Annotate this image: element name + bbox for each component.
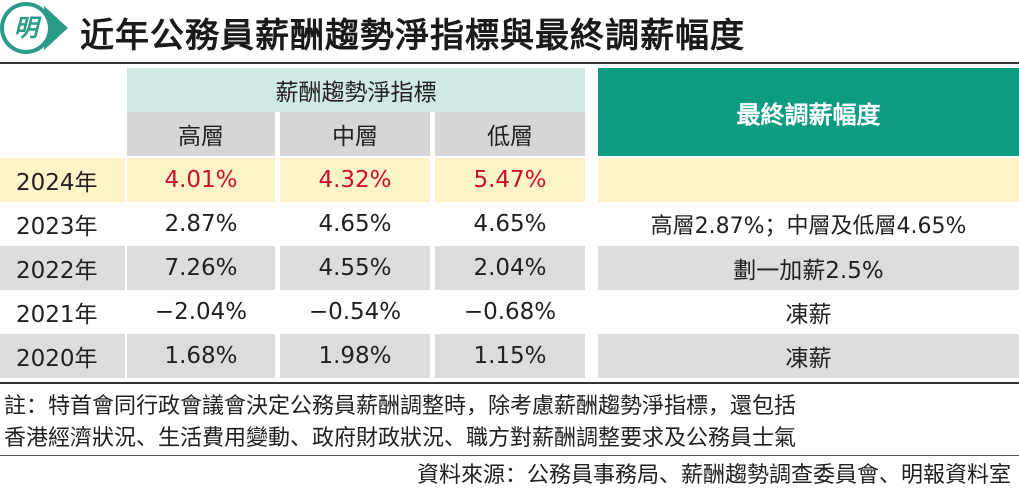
note-line-1: 註：特首會同行政會議會決定公務員薪酬調整時，除考慮薪酬趨勢淨指標，還包括	[4, 394, 797, 419]
cell-low: 1.15%	[435, 334, 585, 378]
final-adjustment-header: 最終調薪幅度	[598, 68, 1019, 156]
cell-low: 4.65%	[473, 211, 547, 237]
cell-final: 凍薪	[598, 334, 1019, 378]
row-year: 2021年	[16, 302, 98, 328]
logo-inner	[4, 6, 48, 50]
sub-header-high: 高層	[127, 112, 275, 156]
row-year: 2020年	[0, 334, 125, 378]
row-year: 2023年	[16, 214, 98, 240]
cell-mid: 1.98%	[280, 334, 430, 378]
source-divider	[0, 455, 1019, 456]
cell-high: −2.04%	[154, 299, 248, 325]
cell-low: 5.47%	[435, 158, 585, 202]
cell-mid: 4.55%	[280, 246, 430, 290]
cell-final: 高層2.87%；中層及低層4.65%	[650, 214, 967, 239]
cell-high: 7.26%	[127, 246, 275, 290]
cell-low: 2.04%	[435, 246, 585, 290]
sub-header-low: 低層	[435, 112, 585, 156]
row-year: 2022年	[0, 246, 125, 290]
page-title: 近年公務員薪酬趨勢淨指標與最終調薪幅度	[80, 16, 745, 56]
cell-mid: 4.32%	[280, 158, 430, 202]
row-year: 2024年	[0, 158, 125, 202]
table-bottom-divider	[0, 382, 1019, 384]
cell-high: 1.68%	[127, 334, 275, 378]
cell-high: 2.87%	[164, 211, 238, 237]
cell-final: 劃一加薪2.5%	[598, 246, 1019, 290]
source-credit: 資料來源：公務員事務局、薪酬趨勢調查委員會、明報資料室	[416, 463, 1011, 488]
cell-final: 凍薪	[785, 302, 832, 328]
sub-header-mid: 中層	[280, 112, 430, 156]
cell-mid: −0.54%	[308, 299, 402, 325]
cell-low: −0.68%	[463, 299, 557, 325]
cell-final	[598, 158, 1019, 202]
header-divider	[0, 62, 1019, 64]
cell-mid: 4.65%	[318, 211, 392, 237]
cell-high: 4.01%	[127, 158, 275, 202]
group-header-net-indicator: 薪酬趨勢淨指標	[127, 68, 585, 112]
page-header: 明 近年公務員薪酬趨勢淨指標與最終調薪幅度	[0, 0, 1019, 56]
logo-glyph: 明	[14, 14, 38, 42]
note-line-2: 香港經濟狀況、生活費用變動、政府財政狀況、職方對薪酬調整要求及公務員士氣	[4, 426, 797, 451]
